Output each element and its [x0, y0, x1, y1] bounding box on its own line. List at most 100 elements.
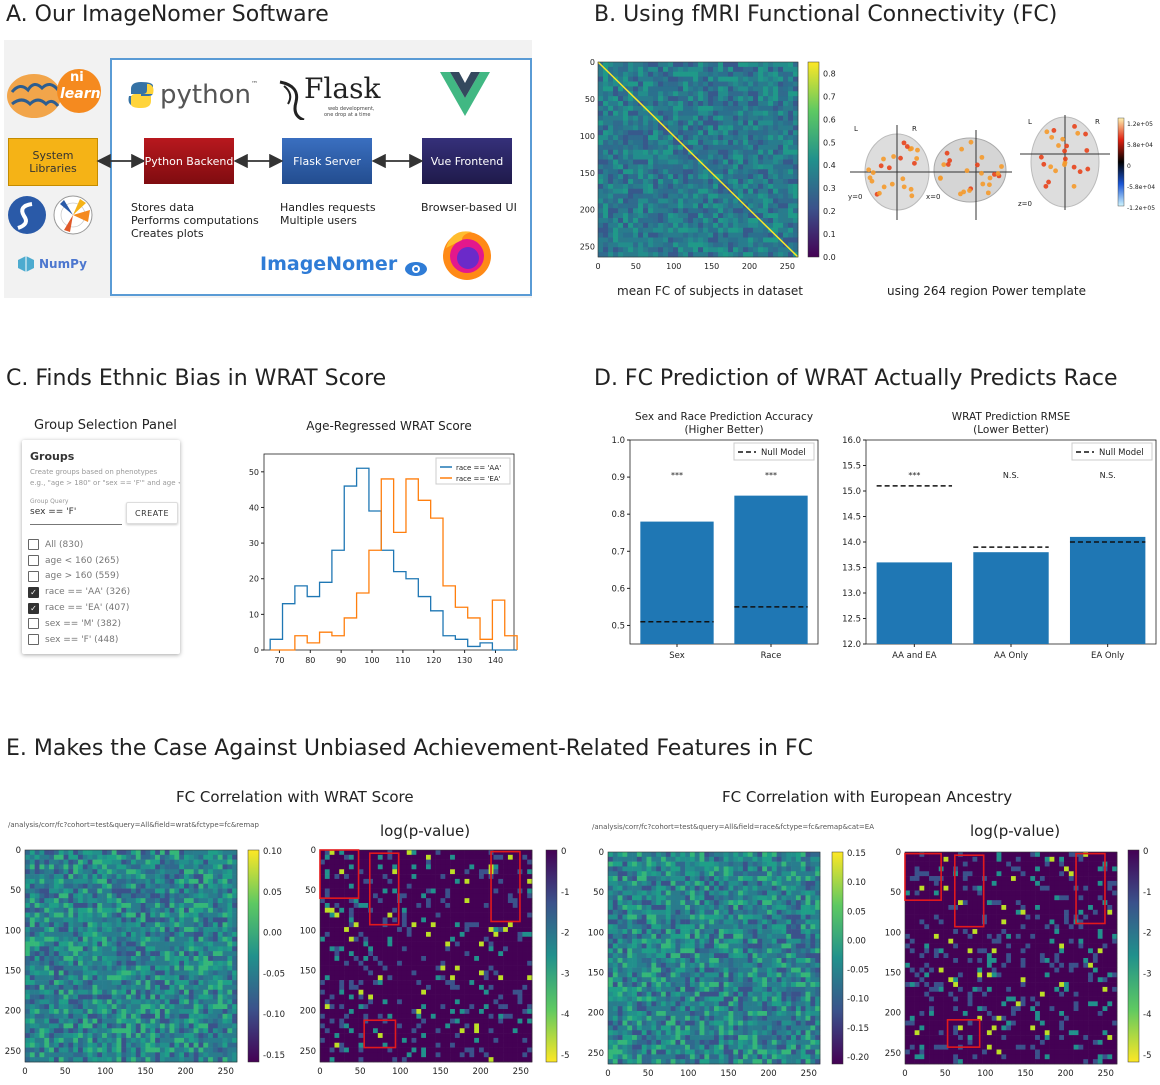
fc-cell [618, 96, 624, 102]
matrix-cell [339, 898, 345, 904]
matrix-cell [159, 989, 166, 995]
matrix-cell [169, 941, 175, 947]
fc-cell [738, 115, 744, 121]
fc-cell [638, 96, 644, 102]
checkbox-checked-icon[interactable]: ✓ [28, 586, 39, 598]
y-tick: 150 [580, 169, 595, 178]
matrix-cell [454, 903, 461, 909]
matrix-cell [217, 1018, 223, 1024]
matrix-cell [82, 912, 88, 918]
matrix-cell [78, 898, 84, 904]
matrix-cell [121, 893, 127, 899]
matrix-cell [426, 903, 432, 909]
vue-desc: Browser-based UI [421, 201, 517, 214]
matrix-cell [131, 980, 137, 986]
matrix-cell [92, 917, 98, 923]
fc-cell [678, 213, 684, 219]
fc-cell [598, 91, 604, 97]
fc-cell [773, 188, 779, 194]
matrix-cell [498, 960, 504, 966]
fc-cell [633, 208, 639, 214]
fc-cell [723, 71, 729, 77]
matrix-cell [353, 859, 359, 865]
matrix-cell [450, 912, 456, 918]
matrix-cell [82, 965, 88, 971]
fc-cell [633, 169, 639, 175]
checkbox-icon[interactable] [28, 618, 39, 630]
matrix-cell [121, 874, 127, 880]
fc-cell [763, 130, 769, 136]
fc-cell [698, 252, 704, 258]
matrix-cell [203, 927, 209, 933]
checkbox-icon[interactable] [28, 539, 39, 551]
matrix-cell [184, 898, 190, 904]
matrix-cell [68, 912, 74, 918]
matrix-cell [324, 869, 330, 875]
matrix-cell [44, 912, 50, 918]
group-option[interactable]: age > 160 (559) [28, 569, 130, 585]
groups-help-2: e.g., "age > 180" or "sex == 'F'" and ag… [30, 479, 180, 487]
matrix-cell [116, 980, 122, 986]
group-option[interactable]: All (830) [28, 537, 130, 553]
fc-cell [758, 208, 764, 214]
matrix-cell [208, 994, 214, 1000]
fc-cell [623, 213, 629, 219]
checkbox-checked-icon[interactable]: ✓ [28, 602, 39, 614]
matrix-cell [135, 941, 141, 947]
matrix-cell [358, 960, 364, 966]
matrix-cell [435, 874, 441, 880]
fc-cell [623, 135, 629, 141]
fc-cell [723, 159, 729, 165]
fc-cell [753, 218, 759, 224]
matrix-cell [121, 917, 127, 923]
fc-cell [693, 169, 699, 175]
group-option[interactable]: age < 160 (265) [28, 553, 130, 569]
matrix-cell [232, 989, 238, 995]
fc-cell [603, 203, 609, 209]
matrix-cell [450, 850, 456, 856]
group-option[interactable]: sex == 'M' (382) [28, 616, 130, 632]
fc-cell [703, 66, 709, 73]
matrix-cell [34, 994, 40, 1000]
matrix-cell [53, 1018, 60, 1024]
matrix-cell [198, 878, 204, 885]
fc-cell [763, 188, 769, 194]
matrix-cell [203, 912, 209, 918]
create-button[interactable]: CREATE [126, 502, 178, 524]
fc-cell [748, 203, 754, 209]
matrix-cell [459, 859, 465, 865]
matrix-cell [334, 960, 340, 966]
brain-node [881, 156, 886, 162]
fc-cell [773, 144, 779, 151]
group-query-input[interactable]: Group Query sex == 'F' [30, 498, 122, 525]
matrix-cell [324, 946, 330, 952]
matrix-cell [459, 965, 465, 971]
matrix-cell [353, 970, 359, 976]
matrix-cell [503, 956, 509, 962]
fc-cell [718, 169, 724, 175]
group-option[interactable]: ✓ race == 'EA' (407) [28, 600, 130, 616]
matplotlib-icon [53, 195, 93, 235]
matrix-cell [479, 927, 485, 933]
fc-cell [713, 179, 719, 185]
matrix-cell [58, 970, 64, 976]
fc-cell [643, 222, 649, 229]
matrix-cell [140, 999, 146, 1005]
matrix-cell [68, 1009, 74, 1015]
matrix-cell [503, 951, 509, 957]
matrix-cell [140, 946, 146, 952]
checkbox-icon[interactable] [28, 570, 39, 582]
checkbox-icon[interactable] [28, 634, 39, 646]
matrix-cell [479, 946, 485, 952]
matrix-cell [212, 893, 219, 899]
fc-cell [718, 66, 724, 73]
group-option[interactable]: ✓ race == 'AA' (326) [28, 584, 130, 600]
checkbox-icon[interactable] [28, 555, 39, 567]
matrix-cell [140, 1013, 146, 1019]
matrix-cell [164, 1033, 170, 1039]
group-option[interactable]: sex == 'F' (448) [28, 632, 130, 648]
matrix-cell [454, 970, 461, 976]
matrix-cell [68, 931, 74, 938]
fc-frame [597, 61, 799, 258]
fc-cell [733, 105, 739, 112]
